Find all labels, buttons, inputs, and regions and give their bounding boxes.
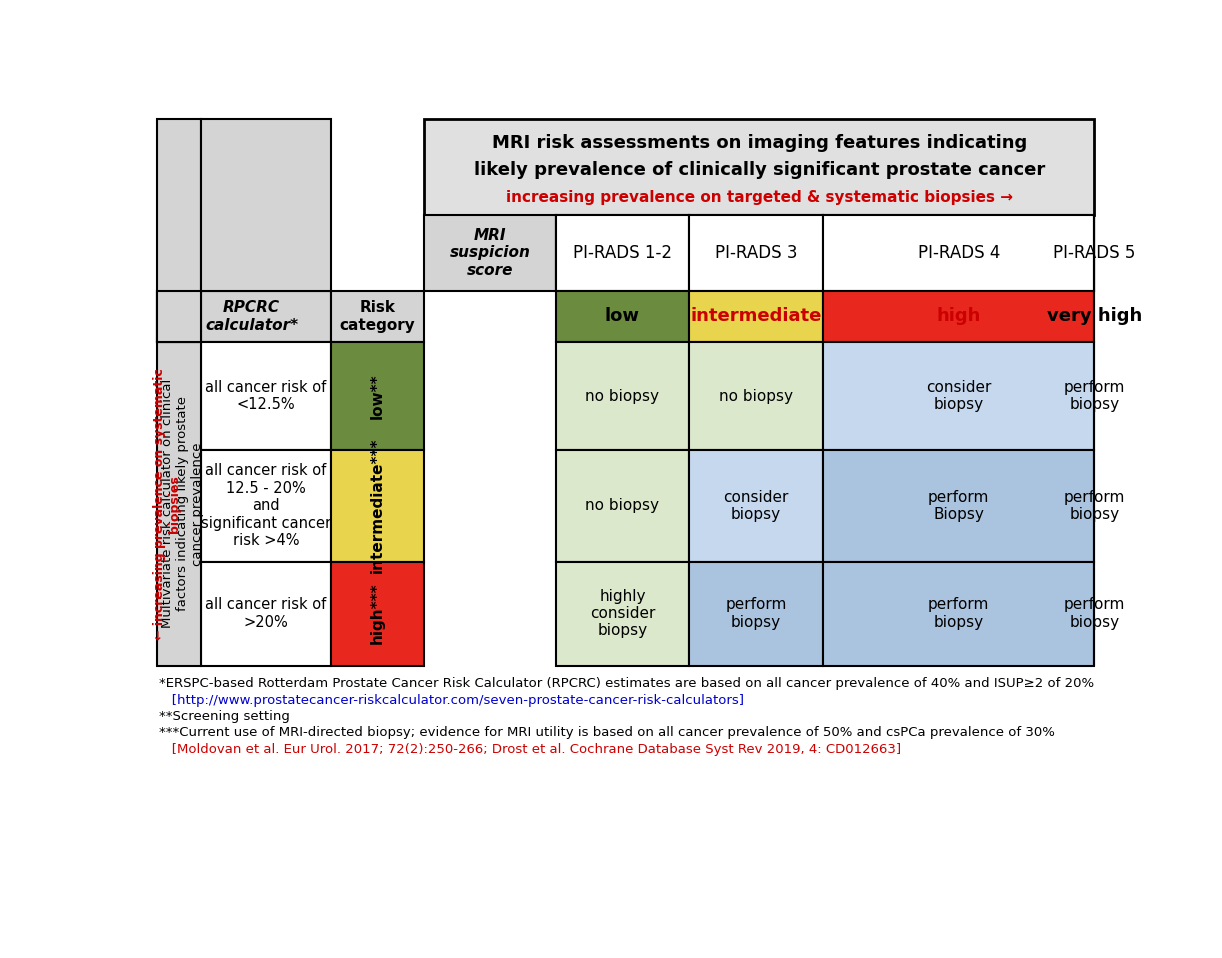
Text: perform
biopsy: perform biopsy (927, 598, 990, 629)
Text: RPCRC
calculator*: RPCRC calculator* (205, 300, 298, 332)
Text: Multivariate risk calculator on clinical
factors indicating likely prostate
canc: Multivariate risk calculator on clinical… (161, 379, 204, 628)
Bar (156, 290, 331, 342)
Bar (824, 561, 1095, 666)
Bar (824, 290, 1095, 342)
Text: MRI
suspicion
score: MRI suspicion score (450, 228, 530, 278)
Text: MRI risk assessments on imaging features indicating: MRI risk assessments on imaging features… (491, 134, 1026, 152)
Bar (200, 450, 331, 561)
Bar (689, 290, 824, 342)
Text: all cancer risk of
>20%: all cancer risk of >20% (205, 598, 326, 629)
Text: Risk
category: Risk category (340, 300, 415, 332)
Text: intermediate: intermediate (690, 308, 821, 326)
Text: perform
biopsy: perform biopsy (726, 598, 787, 629)
Text: increasing prevalence on targeted & systematic biopsies →: increasing prevalence on targeted & syst… (506, 190, 1013, 205)
Bar (824, 342, 1095, 450)
Text: perform
biopsy: perform biopsy (1063, 379, 1125, 412)
Bar (331, 290, 424, 342)
Bar (156, 290, 200, 342)
Bar (556, 561, 689, 666)
Bar (556, 342, 689, 450)
Text: no biopsy: no biopsy (719, 389, 793, 403)
Bar (200, 119, 331, 290)
Text: low: low (605, 308, 640, 326)
Bar (824, 450, 1095, 561)
Text: PI-RADS 4: PI-RADS 4 (918, 243, 1000, 262)
Bar (156, 342, 200, 666)
Text: no biopsy: no biopsy (585, 389, 660, 403)
Text: consider
biopsy: consider biopsy (926, 379, 991, 412)
Text: very high: very high (1047, 308, 1143, 326)
Text: PI-RADS 3: PI-RADS 3 (715, 243, 797, 262)
Text: ← increasing prevalence on systematic
biopsies: ← increasing prevalence on systematic bi… (154, 368, 182, 640)
Text: high: high (936, 308, 981, 326)
Bar (331, 561, 424, 666)
Bar (556, 215, 689, 290)
Text: perform
biopsy: perform biopsy (1063, 598, 1125, 629)
Bar (200, 342, 331, 450)
Text: high***: high*** (370, 582, 385, 645)
Text: [Moldovan et al. Eur Urol. 2017; 72(2):250-266; Drost et al. Cochrane Database S: [Moldovan et al. Eur Urol. 2017; 72(2):2… (159, 742, 901, 756)
Text: intermediate***: intermediate*** (370, 438, 385, 574)
Text: [http://www.prostatecancer-riskcalculator.com/seven-prostate-cancer-risk-calcula: [http://www.prostatecancer-riskcalculato… (159, 694, 744, 707)
Text: no biopsy: no biopsy (585, 498, 660, 513)
Text: *ERSPC-based Rotterdam Prostate Cancer Risk Calculator (RPCRC) estimates are bas: *ERSPC-based Rotterdam Prostate Cancer R… (159, 677, 1094, 690)
Bar (689, 450, 824, 561)
Bar (556, 215, 689, 290)
Text: perform
Biopsy: perform Biopsy (927, 490, 990, 522)
Text: highly
consider
biopsy: highly consider biopsy (590, 588, 655, 638)
Text: **Screening setting: **Screening setting (159, 710, 290, 723)
Text: low**: low** (370, 374, 385, 419)
Bar (689, 342, 824, 450)
Text: PI-RADS 1-2: PI-RADS 1-2 (573, 243, 672, 262)
Bar (556, 290, 689, 342)
Bar (556, 450, 689, 561)
Bar (689, 215, 824, 290)
Text: all cancer risk of
<12.5%: all cancer risk of <12.5% (205, 379, 326, 412)
Bar (824, 215, 1095, 290)
Bar (689, 561, 824, 666)
Text: consider
biopsy: consider biopsy (723, 490, 788, 522)
Text: all cancer risk of
12.5 - 20%
and
significant cancer
risk >4%: all cancer risk of 12.5 - 20% and signif… (200, 464, 331, 548)
Bar (689, 215, 824, 290)
Bar (331, 450, 424, 561)
Text: perform
biopsy: perform biopsy (1063, 490, 1125, 522)
Bar (824, 215, 1095, 290)
Bar (331, 342, 424, 450)
Text: ***Current use of MRI-directed biopsy; evidence for MRI utility is based on all : ***Current use of MRI-directed biopsy; e… (159, 725, 1055, 739)
Bar (200, 561, 331, 666)
Bar (424, 119, 1095, 215)
Text: PI-RADS 5: PI-RADS 5 (1053, 243, 1135, 262)
Bar (156, 119, 200, 342)
Text: likely prevalence of clinically significant prostate cancer: likely prevalence of clinically signific… (474, 161, 1045, 179)
Bar (424, 215, 556, 290)
